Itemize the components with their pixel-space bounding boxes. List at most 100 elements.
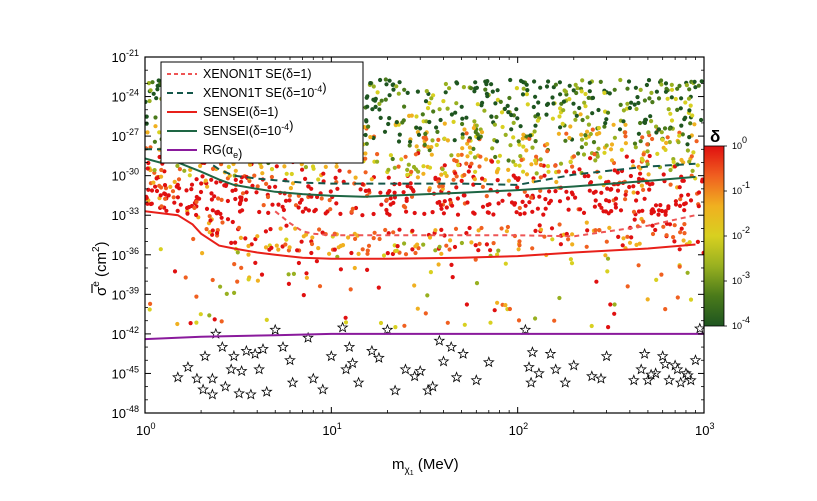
scatter-point [440, 167, 445, 172]
star-point [233, 387, 245, 399]
scatter-point [410, 228, 415, 233]
y-tick-label: 10-24 [112, 88, 139, 105]
scatter-point [475, 132, 480, 137]
scatter-point [618, 102, 623, 107]
scatter-point [187, 173, 192, 178]
scatter-point [447, 86, 452, 91]
scatter-point [515, 116, 520, 121]
scatter-point [579, 132, 584, 137]
scatter-point [517, 239, 522, 244]
scatter-point [162, 183, 168, 188]
scatter-point [561, 99, 567, 104]
scatter-point [450, 203, 455, 208]
scatter-point [659, 78, 664, 83]
scatter-point [199, 181, 204, 186]
star-point [277, 340, 289, 353]
scatter-point [153, 115, 158, 120]
scatter-point [672, 223, 677, 228]
star-point [533, 367, 545, 379]
scatter-point [287, 245, 292, 250]
scatter-point [168, 184, 173, 189]
scatter-point [504, 229, 509, 234]
scatter-point [269, 174, 274, 180]
scatter-point [474, 85, 479, 90]
scatter-point [500, 124, 505, 130]
scatter-point [290, 181, 296, 186]
scatter-point [384, 197, 389, 202]
star-point [656, 350, 669, 362]
scatter-point [687, 108, 692, 113]
scatter-point [620, 243, 625, 248]
scatter-point [533, 123, 538, 128]
scatter-point [416, 246, 421, 251]
scatter-point [406, 162, 411, 167]
star-point [302, 331, 314, 343]
scatter-point [583, 91, 588, 97]
star-point [352, 376, 365, 388]
scatter-point [599, 205, 604, 210]
y-tick-label: 10-42 [112, 325, 139, 342]
scatter-point [356, 251, 361, 256]
scatter-point [343, 315, 348, 320]
scatter-point [649, 90, 654, 95]
scatter-point [576, 151, 581, 156]
scatter-point [683, 201, 688, 206]
scatter-point [306, 184, 311, 189]
scatter-point [634, 242, 639, 247]
scatter-point [663, 81, 669, 86]
scatter-point [484, 91, 489, 96]
scatter-point [387, 189, 392, 194]
scatter-point [172, 269, 178, 274]
scatter-point [396, 91, 401, 96]
scatter-point [569, 190, 575, 195]
scatter-point [583, 141, 589, 146]
star-point [307, 372, 320, 384]
scatter-point [573, 195, 578, 200]
scatter-point [215, 230, 220, 236]
scatter-point [582, 174, 587, 179]
scatter-point [388, 196, 393, 201]
scatter-point [642, 120, 647, 125]
scatter-point [158, 247, 163, 252]
star-point [197, 383, 209, 395]
scatter-point [394, 248, 399, 253]
scatter-point [677, 130, 682, 135]
scatter-point [629, 100, 634, 105]
colorbar-gradient [703, 145, 725, 327]
scatter-point [584, 244, 589, 249]
legend-label: RG(αe) [203, 143, 242, 161]
star-point [219, 380, 232, 392]
scatter-point [668, 167, 673, 173]
scatter-point [636, 100, 641, 106]
scatter-point [567, 97, 572, 102]
scatter-point [454, 185, 459, 190]
x-tick-label: 101 [322, 421, 341, 438]
scatter-point [164, 208, 169, 213]
star-point [366, 344, 378, 357]
scatter-point [253, 260, 258, 265]
scatter-point [152, 139, 157, 144]
scatter-point [454, 101, 459, 106]
scatter-point [480, 204, 486, 209]
scatter-point [444, 205, 449, 210]
scatter-point [479, 130, 485, 135]
scatter-point [631, 209, 637, 214]
scatter-point [472, 89, 477, 94]
star-point [445, 340, 458, 353]
scatter-point [624, 189, 629, 194]
scatter-point [677, 203, 683, 208]
scatter-point [348, 287, 353, 292]
scatter-point [447, 247, 452, 252]
star-point [682, 369, 694, 381]
scatter-point [250, 183, 255, 188]
scatter-point [598, 175, 603, 180]
scatter-point [295, 248, 300, 253]
scatter-point [666, 206, 671, 211]
scatter-point [659, 272, 664, 277]
scatter-point [625, 86, 630, 91]
scatter-point [490, 89, 495, 94]
scatter-point [377, 236, 382, 242]
scatter-point [360, 213, 365, 218]
scatter-point [472, 177, 477, 182]
scatter-point [175, 208, 180, 213]
